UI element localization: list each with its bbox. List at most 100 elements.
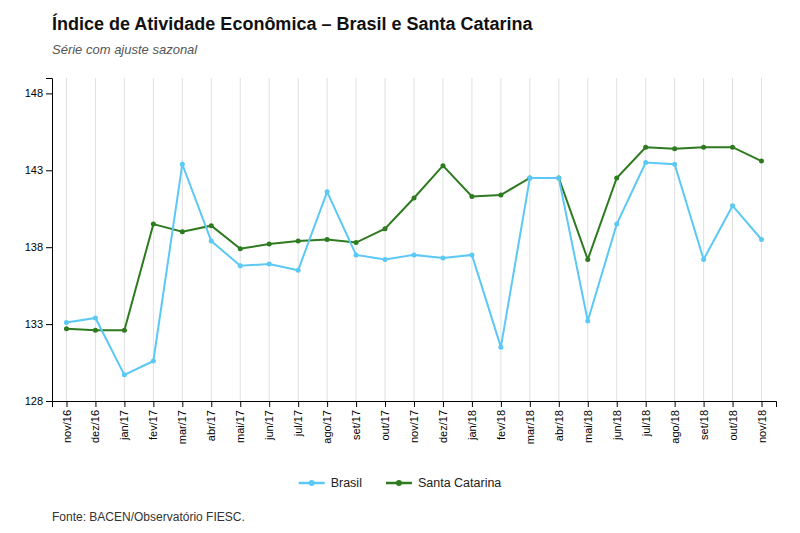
point xyxy=(267,262,272,267)
tick: jan/17 xyxy=(118,401,130,441)
point xyxy=(730,203,735,208)
tick-mark xyxy=(530,401,531,407)
tick: abr/18 xyxy=(553,401,565,441)
point xyxy=(93,315,98,320)
tick: mar/17 xyxy=(176,401,188,444)
legend-marker xyxy=(396,480,402,486)
tick-label: jan/17 xyxy=(118,410,130,441)
legend-marker xyxy=(309,480,315,486)
tick-label: jun/17 xyxy=(263,410,275,441)
point xyxy=(701,145,706,150)
tick-mark xyxy=(153,401,154,407)
grid-line xyxy=(645,78,646,401)
grid-line xyxy=(124,78,125,401)
tick-label: mar/18 xyxy=(524,410,536,444)
point xyxy=(469,194,474,199)
tick: mai/18 xyxy=(582,401,594,443)
tick-label: nov/17 xyxy=(408,410,420,443)
point xyxy=(151,222,156,227)
point xyxy=(354,240,359,245)
tick-label: abr/17 xyxy=(205,410,217,441)
grid-line xyxy=(385,78,386,401)
point xyxy=(64,326,69,331)
plot: nov/16dez/16jan/17fev/17mar/17abr/17mai/… xyxy=(25,78,777,444)
point xyxy=(759,237,764,242)
tick: jul/18 xyxy=(640,401,652,437)
source: Fonte: BACEN/Observatório FIESC. xyxy=(52,510,245,524)
tick: ago/17 xyxy=(321,401,333,444)
tick: abr/17 xyxy=(205,401,217,441)
tick-mark xyxy=(762,401,763,407)
point xyxy=(151,359,156,364)
tick-mark xyxy=(385,401,386,407)
tick-label: mai/17 xyxy=(234,410,246,443)
tick-label: 128 xyxy=(25,395,43,407)
point xyxy=(614,222,619,227)
tick-mark xyxy=(472,401,473,407)
tick-mark xyxy=(240,401,241,407)
tick: out/17 xyxy=(379,401,391,441)
tick-label: mar/17 xyxy=(176,410,188,444)
tick-mark xyxy=(559,401,560,407)
subtitle: Série com ajuste sazonal xyxy=(52,42,198,57)
tick: 143 xyxy=(25,164,52,176)
tick-label: dez/17 xyxy=(437,410,449,443)
tick: nov/16 xyxy=(61,401,73,443)
tick-label: jun/18 xyxy=(611,410,623,441)
point xyxy=(643,145,648,150)
tick: dez/16 xyxy=(89,401,101,443)
point xyxy=(759,159,764,164)
tick: jun/18 xyxy=(611,401,623,441)
point xyxy=(238,263,243,268)
point xyxy=(325,189,330,194)
tick: 148 xyxy=(25,87,52,99)
point xyxy=(585,257,590,262)
legend: Brasil Santa Catarina xyxy=(299,476,502,490)
tick-mark xyxy=(588,401,589,407)
tick-mark xyxy=(211,401,212,407)
tick-label: out/18 xyxy=(727,410,739,441)
tick-mark xyxy=(414,401,415,407)
point xyxy=(730,145,735,150)
tick-label: jul/17 xyxy=(292,410,304,437)
point xyxy=(469,252,474,257)
point xyxy=(122,328,127,333)
grid-line xyxy=(95,78,96,401)
point xyxy=(383,257,388,262)
tick: fev/18 xyxy=(495,401,507,440)
tick-mark xyxy=(617,401,618,407)
tick-mark xyxy=(46,324,52,325)
point xyxy=(209,223,214,228)
tick: 138 xyxy=(25,241,52,253)
tick-mark xyxy=(675,401,676,407)
tick-label: ago/17 xyxy=(321,410,333,444)
legend-label: Santa Catarina xyxy=(418,476,501,490)
x-axis: nov/16dez/16jan/17fev/17mar/17abr/17mai/… xyxy=(53,401,777,444)
tick-mark xyxy=(46,401,52,402)
point xyxy=(672,146,677,151)
tick: out/18 xyxy=(727,401,739,441)
point xyxy=(585,319,590,324)
tick: set/17 xyxy=(350,401,362,440)
point xyxy=(296,239,301,244)
tick: nov/18 xyxy=(756,401,768,443)
grid-line xyxy=(529,78,530,401)
y-axis: 128133138143148 xyxy=(25,79,53,408)
tick-mark xyxy=(46,93,52,94)
tick: ago/18 xyxy=(669,401,681,444)
point xyxy=(64,320,69,325)
tick-mark xyxy=(704,401,705,407)
point xyxy=(267,242,272,247)
tick-label: nov/18 xyxy=(756,410,768,443)
tick: mar/18 xyxy=(524,401,536,444)
legend-label: Brasil xyxy=(331,476,362,490)
point xyxy=(556,175,561,180)
tick-mark xyxy=(327,401,328,407)
point xyxy=(122,372,127,377)
tick-label: jul/18 xyxy=(640,410,652,437)
tick-label: dez/16 xyxy=(89,410,101,443)
grid-line xyxy=(558,78,559,401)
tick-label: 138 xyxy=(25,241,43,253)
grid-line xyxy=(587,78,588,401)
point xyxy=(527,175,532,180)
